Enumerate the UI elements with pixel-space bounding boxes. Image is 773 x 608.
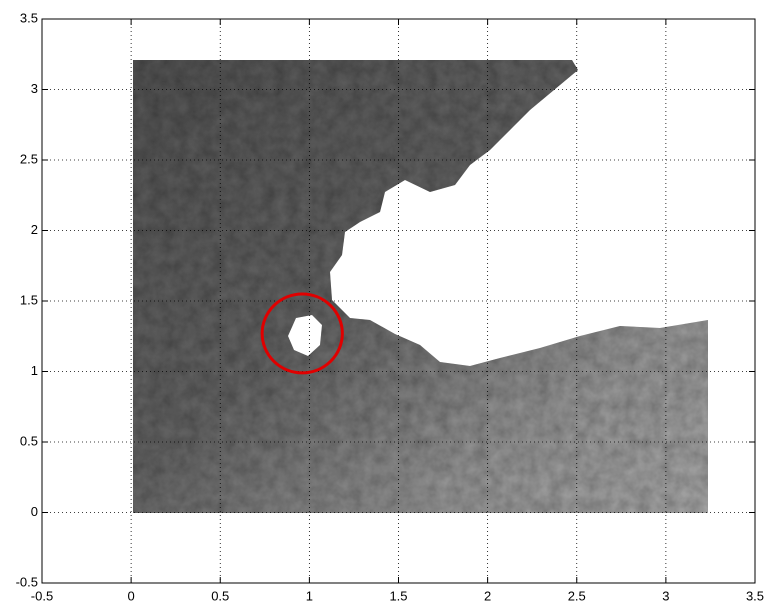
x-tick-label: 0.5 — [211, 588, 229, 603]
x-tick-label: 0 — [128, 588, 135, 603]
x-tick-label: 1.5 — [389, 588, 407, 603]
x-tick-label: 3.5 — [746, 588, 764, 603]
y-tick-label: 1.5 — [20, 292, 38, 307]
y-tick-label: 2.5 — [20, 151, 38, 166]
highlight-circle — [260, 292, 344, 375]
x-tick-label: 1 — [306, 588, 313, 603]
y-tick-label: 3.5 — [20, 10, 38, 25]
x-tick-label: 3 — [662, 588, 669, 603]
y-tick-label: -0.5 — [16, 574, 38, 589]
y-tick-label: 0.5 — [20, 433, 38, 448]
y-tick-label: 3 — [31, 81, 38, 96]
y-tick-label: 1 — [31, 363, 38, 378]
y-tick-label: 0 — [31, 504, 38, 519]
x-tick-label: -0.5 — [31, 588, 53, 603]
y-tick-label: 2 — [31, 222, 38, 237]
surface — [133, 60, 708, 513]
x-tick-label: 2 — [484, 588, 491, 603]
x-tick-label: 2.5 — [568, 588, 586, 603]
